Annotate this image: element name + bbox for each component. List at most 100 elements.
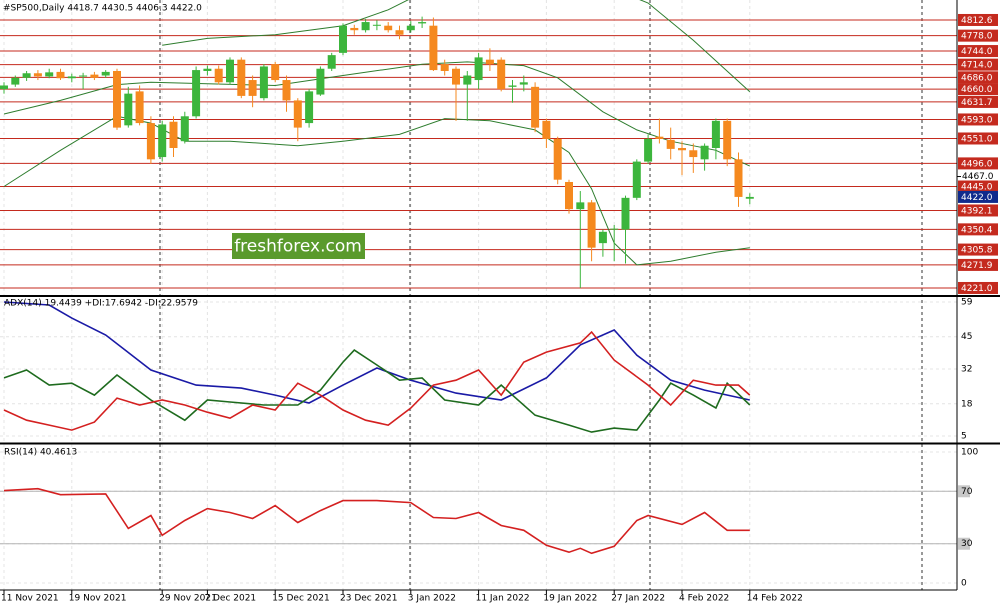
level-label-box — [958, 58, 998, 71]
x-tick-label: 14 Feb 2022 — [747, 594, 803, 604]
candle-body — [418, 22, 427, 24]
candle-body — [384, 25, 393, 31]
candle-body — [90, 74, 99, 78]
chart-title: #SP500,Daily 4418.7 4430.5 4406.3 4422.0 — [3, 4, 202, 14]
x-tick-label: 7 Dec 2021 — [204, 594, 256, 604]
indicator-line — [3, 301, 750, 404]
candle-body — [192, 70, 201, 117]
candle-body — [497, 59, 506, 90]
level-label: 4221.0 — [961, 284, 993, 294]
level-label: 4350.4 — [961, 225, 993, 235]
candle-body — [214, 68, 223, 83]
candle-body — [508, 85, 517, 87]
indicator-line — [3, 349, 751, 433]
candle-body — [519, 82, 528, 85]
level-label-box — [958, 157, 998, 170]
candle-body — [124, 93, 133, 126]
candle-body — [463, 75, 472, 85]
level-label-box — [958, 204, 998, 217]
candle-body — [395, 30, 404, 35]
level-label-box — [958, 180, 998, 193]
candle-body — [406, 25, 415, 31]
level-label-box — [958, 113, 998, 126]
candle-body — [0, 85, 8, 90]
candle-body — [700, 145, 709, 160]
x-tick-label: 11 Nov 2021 — [1, 594, 59, 604]
candle-body — [576, 202, 585, 210]
candle-body — [339, 25, 347, 53]
level-label: 4631.7 — [961, 98, 993, 108]
candle-body — [689, 150, 698, 158]
candle-body — [429, 25, 438, 71]
candle-body — [33, 73, 42, 77]
candle-body — [655, 136, 664, 139]
candle-body — [711, 120, 720, 148]
candle-body — [553, 138, 562, 180]
candle-body — [135, 91, 144, 124]
rsi-title: RSI(14) 40.4613 — [4, 448, 77, 458]
level-label: 4551.0 — [961, 134, 993, 144]
level-label-box — [958, 258, 998, 271]
candle-body — [598, 231, 607, 244]
candle-body — [723, 120, 732, 160]
y-tick-box — [958, 537, 970, 550]
level-label: 4660.0 — [961, 85, 993, 95]
candle-body — [621, 197, 630, 230]
watermark-box — [232, 233, 365, 259]
candle-body — [203, 68, 212, 71]
y-tick-label: 45 — [961, 332, 972, 342]
candle-body — [305, 91, 314, 124]
rsi-panel — [0, 487, 957, 555]
y-tick-label: 5 — [961, 432, 967, 442]
level-label-box — [958, 29, 998, 42]
candle-body — [452, 68, 460, 85]
candle-body — [146, 123, 155, 160]
candle-body — [745, 196, 754, 199]
x-tick-label: 19 Jan 2022 — [543, 594, 597, 604]
last-price-box — [958, 190, 998, 203]
candle-body — [226, 59, 234, 83]
candle-body — [372, 24, 381, 26]
candle-body — [678, 147, 686, 151]
candle-body — [101, 71, 110, 76]
x-tick-label: 23 Dec 2021 — [340, 594, 398, 604]
x-tick-label: 3 Jan 2022 — [408, 594, 456, 604]
candle-body — [531, 86, 540, 128]
y-tick-label: 100 — [961, 447, 978, 457]
x-tick-label: 19 Nov 2021 — [69, 594, 127, 604]
candle-body — [158, 124, 167, 158]
level-label-box — [958, 71, 998, 84]
level-label: 4271.9 — [961, 261, 993, 271]
candle-body — [282, 80, 291, 101]
level-label-box — [958, 13, 998, 26]
level-label: 4496.0 — [961, 159, 993, 169]
candle-body — [237, 59, 246, 96]
level-label-box — [958, 83, 998, 96]
candle-body — [474, 57, 483, 81]
candle-body — [644, 138, 653, 162]
y-tick-label: 18 — [961, 399, 973, 409]
candle-body — [248, 80, 257, 96]
candle-body — [45, 72, 54, 77]
watermark: freshforex.com — [234, 237, 362, 257]
candle-body — [67, 76, 76, 79]
level-label: 4714.0 — [961, 61, 993, 71]
candle-body — [666, 139, 675, 149]
price-panel: freshforex.com — [0, 0, 957, 289]
candle-body — [565, 181, 573, 210]
candle-body — [11, 77, 20, 85]
adx-title: ADX(14) 19.4439 +DI:17.6942 -DI:22.9579 — [4, 299, 198, 309]
level-label: 4812.6 — [961, 16, 993, 26]
level-label-box — [958, 223, 998, 236]
candle-body — [587, 202, 596, 248]
level-label: 4445.0 — [961, 183, 993, 193]
x-tick-label: 11 Jan 2022 — [476, 594, 530, 604]
candle-body — [79, 75, 88, 77]
candle-body — [169, 121, 178, 148]
candle-body — [361, 22, 370, 31]
x-tick-label: 15 Dec 2021 — [272, 594, 330, 604]
candle-body — [485, 59, 494, 65]
